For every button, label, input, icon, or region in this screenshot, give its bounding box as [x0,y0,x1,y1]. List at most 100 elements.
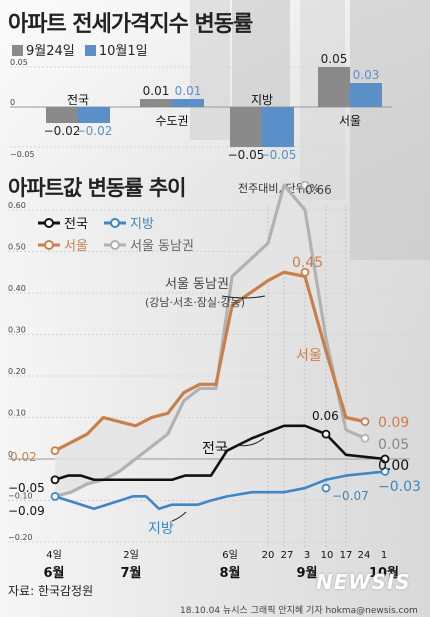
end-label-gangnam: 0.05 [378,437,409,453]
x-tick-label: 6일 [222,549,238,561]
legend-swatch-s2 [84,45,96,56]
legend-swatch-s1 [12,45,23,56]
mid-label-national: 0.06 [312,409,339,423]
pointer-national [235,437,265,447]
area-fill [55,185,365,497]
peak-marker-seoul [300,267,310,277]
x-tick-label: 2일 [123,549,139,561]
bar [140,99,172,107]
x-tick-label: 10 [321,550,334,561]
source-note: 자료: 한국감정원 [8,584,94,598]
x-tick-label: 1 [381,550,387,561]
legend-local-dot [110,218,120,228]
line-y-tick: 0.10 [8,409,26,418]
mid-marker-national [321,429,331,439]
end-label-seoul: 0.09 [378,415,409,431]
end-marker-national [380,454,390,464]
line-y-tick: 0.60 [8,201,26,210]
start-marker-national [50,475,60,485]
annotation-national: 전국 [202,441,228,457]
credit-line: 18.10.04 뉴시스 그래픽 안지혜 기자 hokma@newsis.com [180,606,418,616]
annotation-gangnam: 서울 동남권 [165,277,229,292]
line-y-tick: −0.20 [8,533,33,542]
background-building [190,0,230,140]
bar-value-label: −0.02 [44,124,81,138]
series-line-seoul [54,270,366,453]
legend-gangnam-dot [110,240,120,250]
bar [318,67,350,107]
bar-value-label: 0.01 [175,84,202,98]
end-marker-gangnam [360,433,370,443]
month-label: 8월 [219,565,240,581]
legend-label-s1: 9월24일 [26,44,75,59]
background-building [350,0,430,260]
bar [230,107,262,147]
bar [350,83,382,107]
month-label: 6월 [43,565,64,581]
background-building [232,0,290,120]
legend-seoul-label: 서울 [64,239,88,254]
x-tick-label: 24 [358,550,371,561]
start-marker-local [50,491,60,501]
start-label-national: −0.05 [8,481,45,495]
line-y-tick: −0.10 [8,492,33,501]
series-line-local [54,470,386,511]
mid-label-local: −0.07 [332,489,369,503]
legend-national-dot [44,218,54,228]
line-y-tick: 0.30 [8,326,26,335]
end-label-national: 0.00 [378,458,409,474]
legend-seoul-dot [44,240,54,250]
start-marker-seoul [50,446,60,456]
top-chart-legend: 9월24일 10월1일 [12,40,148,59]
bar [172,99,204,107]
bar-value-label: −0.05 [228,148,265,162]
annotation-seoul: 서울 [296,348,322,364]
bar-y-tick: −0.05 [10,150,35,159]
bar-value-label: 0.03 [353,68,380,82]
line-y-tick: 0 [8,450,13,459]
bar [78,107,110,123]
legend-local-label: 지방 [130,217,154,232]
bar-category-label: 수도권 [155,114,188,128]
pointer-local [171,511,187,522]
peak-marker-gangnam [300,180,310,190]
month-label: 7월 [120,565,141,581]
mid-marker-local [321,483,331,493]
legend-label-s2: 10월1일 [98,44,148,59]
bar-category-label: 전국 [67,93,89,107]
legend-national-label: 전국 [64,217,88,232]
bar-y-tick: 0.05 [10,58,28,67]
series-line-national [54,424,386,482]
month-label: 10월 [369,565,399,581]
bar [46,107,78,123]
start-label-local: −0.09 [8,504,45,518]
bar-value-label: −0.02 [76,124,113,138]
bar-value-label: −0.05 [260,148,297,162]
peak-label-seoul: 0.45 [292,255,323,271]
bar-value-label: 0.05 [321,52,348,66]
top-chart-title: 아파트 전세가격지수 변동률 [8,12,253,37]
x-tick-label: 17 [340,550,353,561]
month-label: 9월 [296,565,317,581]
x-tick-label: 4일 [46,549,62,561]
annotation-gangnam-sub: (강남·서초·잠실·강동) [145,296,245,309]
peak-label-gangnam: 0.66 [305,183,332,197]
x-tick-label: 27 [281,550,294,561]
start-label-seoul: 0.02 [10,450,37,464]
end-marker-local [380,467,390,476]
line-chart-subtitle: 전주대비, 단위:% [238,182,320,195]
bar-category-label: 서울 [339,114,361,128]
line-y-tick: 0.50 [8,243,26,252]
pointer-gangnam [221,295,266,299]
newsis-watermark: NEWSIS [316,570,411,594]
line-y-tick: 0.20 [8,367,26,376]
annotation-local: 지방 [148,521,174,537]
x-tick-label: 20 [262,550,275,561]
line-chart-title: 아파트값 변동률 추이 [8,176,187,200]
end-marker-seoul [360,417,370,427]
legend-gangnam-label: 서울 동남권 [130,239,194,254]
bar-y-tick: 0 [10,98,15,107]
bar-category-label: 지방 [251,93,273,107]
x-tick-label: 3 [304,550,310,561]
